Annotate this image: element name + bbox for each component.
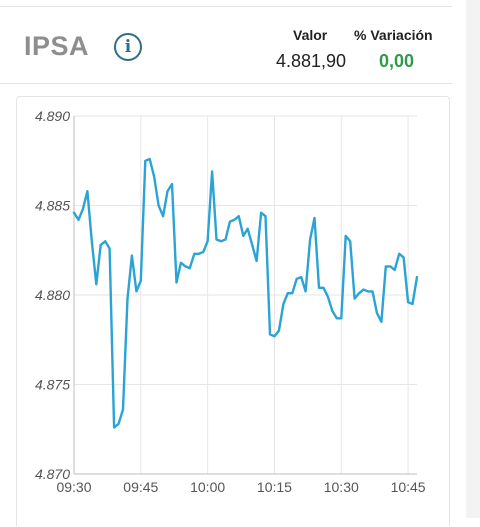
- x-tick-label: 10:30: [324, 479, 359, 495]
- series-group: [74, 159, 417, 428]
- quote-header: IPSA i Valor % Variación 4.881,90 0,00: [0, 0, 466, 90]
- series-line-ipsa: [74, 159, 417, 428]
- horizontal-gridlines: [74, 116, 417, 474]
- variacion-value: 0,00: [379, 51, 414, 72]
- x-tick-label: 10:00: [190, 479, 225, 495]
- x-tick-label: 09:45: [123, 479, 158, 495]
- scrollbar-track[interactable]: [466, 0, 480, 518]
- valor-value: 4.881,90: [276, 51, 346, 72]
- valor-label: Valor: [293, 27, 327, 43]
- y-tick-label: 4.875: [35, 377, 70, 393]
- header-divider: [0, 83, 452, 84]
- y-tick-label: 4.880: [35, 287, 70, 303]
- variacion-label: % Variación: [354, 27, 433, 43]
- info-icon[interactable]: i: [114, 33, 142, 61]
- y-tick-label: 4.885: [35, 198, 70, 214]
- y-tick-label: 4.890: [35, 108, 70, 124]
- x-tick-label: 09:30: [56, 479, 91, 495]
- x-tick-label: 10:15: [257, 479, 292, 495]
- x-tick-label: 10:45: [391, 479, 426, 495]
- ticker-symbol: IPSA: [24, 31, 89, 62]
- x-tick-labels: 09:30 09:45 10:00 10:15 10:30 10:45: [56, 479, 425, 495]
